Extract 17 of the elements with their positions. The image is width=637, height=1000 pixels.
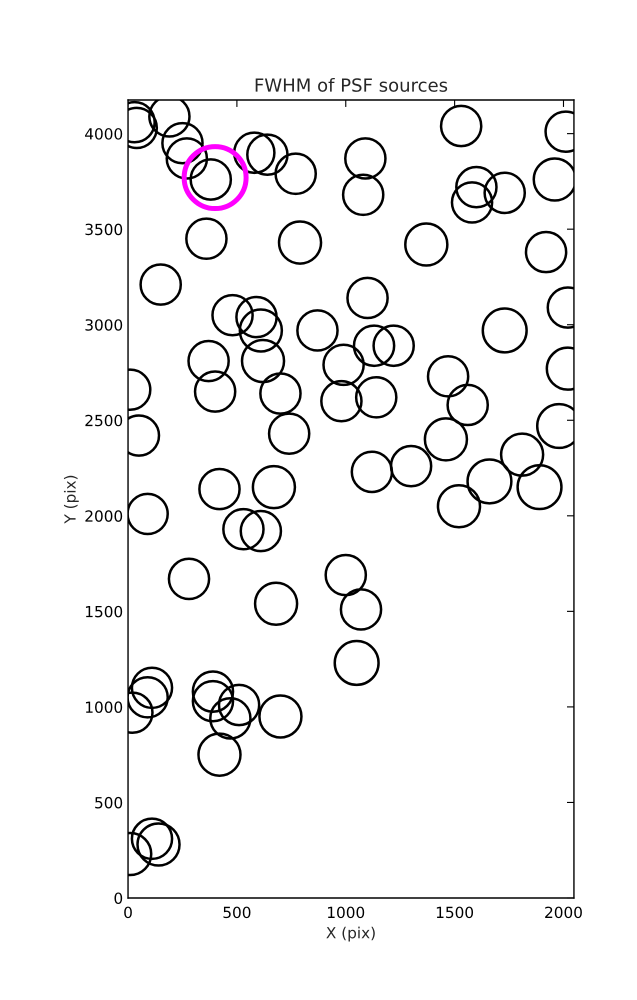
y-tick-label: 3500	[85, 224, 122, 236]
y-tick-label: 500	[95, 796, 122, 808]
x-axis-title: X (pix)	[326, 926, 375, 942]
y-tick-label: 2500	[85, 414, 122, 426]
x-tick-label: 2000	[545, 906, 582, 918]
x-tick-label: 1000	[328, 906, 364, 918]
x-tick-label: 0	[124, 906, 132, 918]
y-tick-label: 1500	[86, 606, 122, 618]
y-tick-label: 0	[114, 892, 122, 904]
x-tick-label: 1500	[436, 906, 474, 918]
chart-title: FWHM of PSF sources	[256, 78, 448, 92]
y-axis-title: Y (pix)	[64, 476, 79, 524]
y-tick-label: 4000	[85, 128, 122, 140]
y-tick-label: 2000	[85, 510, 122, 522]
x-tick-label: 500	[224, 906, 250, 918]
y-tick-label: 3000	[85, 319, 122, 331]
y-tick-label: 1000	[86, 701, 122, 713]
